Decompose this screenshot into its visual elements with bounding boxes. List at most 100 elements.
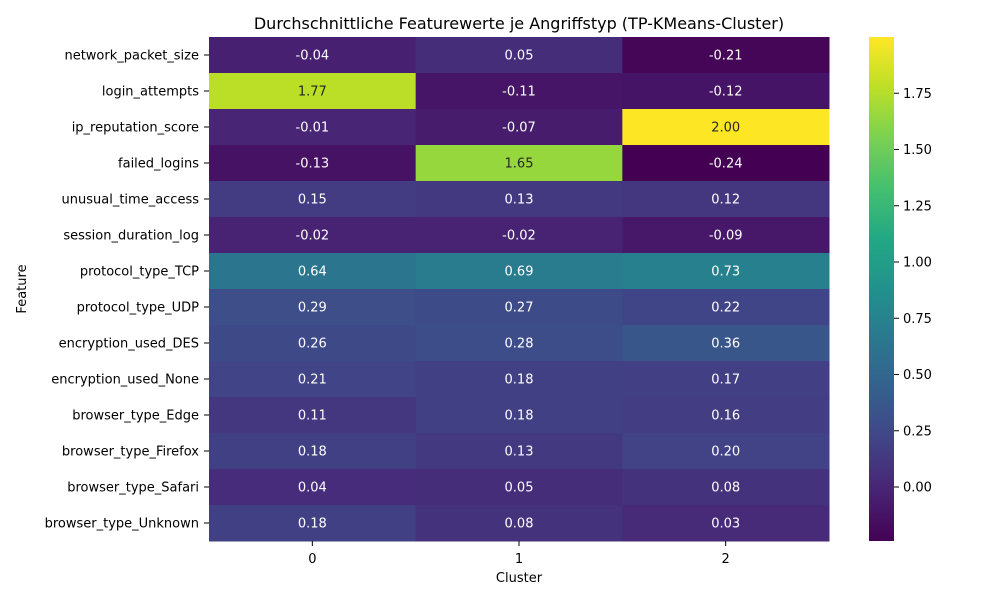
colorbar-tick-label: 0.00 xyxy=(903,481,932,496)
heatmap-cell xyxy=(622,109,830,146)
colorbar-tick-label: 0.50 xyxy=(903,368,932,383)
cell-value-label: 0.04 xyxy=(298,481,327,496)
heatmap-cell xyxy=(415,109,623,146)
cell-value-label: 0.64 xyxy=(298,265,327,280)
y-tick-label: protocol_type_UDP xyxy=(77,301,200,316)
y-tick-label: protocol_type_TCP xyxy=(80,265,199,280)
cell-value-label: 0.05 xyxy=(505,49,534,64)
x-tick-label: 1 xyxy=(515,552,523,567)
heatmap-cell xyxy=(415,469,623,506)
cell-value-label: 0.36 xyxy=(711,337,740,352)
cell-value-label: 0.13 xyxy=(505,193,534,208)
y-axis-label: Feature xyxy=(15,264,30,313)
x-tick-label: 2 xyxy=(722,552,730,567)
y-tick-label: network_packet_size xyxy=(64,49,199,64)
y-tick-label: ip_reputation_score xyxy=(72,121,199,136)
cell-value-label: 0.16 xyxy=(711,409,740,424)
heatmap-cell xyxy=(209,325,417,362)
colorbar-tick-label: 1.00 xyxy=(903,256,932,271)
cell-value-label: 0.69 xyxy=(505,265,534,280)
heatmap-cell xyxy=(622,469,830,506)
heatmap-cell xyxy=(622,145,830,182)
y-tick-label: browser_type_Firefox xyxy=(62,445,199,460)
cell-value-label: 1.77 xyxy=(298,85,327,100)
heatmap-cell xyxy=(209,397,417,434)
heatmap-cell xyxy=(209,37,417,74)
heatmap-cell xyxy=(209,289,417,326)
y-tick-label: session_duration_log xyxy=(63,229,199,244)
y-tick-label: browser_type_Unknown xyxy=(45,517,199,532)
heatmap-cell xyxy=(209,145,417,182)
heatmap-cell xyxy=(622,361,830,398)
cell-value-label: 0.08 xyxy=(711,481,740,496)
cell-value-label: 0.29 xyxy=(298,301,327,316)
cell-value-label: 0.08 xyxy=(505,517,534,532)
heatmap-cell xyxy=(209,109,417,146)
colorbar-tick-label: 0.75 xyxy=(903,312,932,327)
cell-value-label: 0.18 xyxy=(505,373,534,388)
cell-value-label: 0.13 xyxy=(505,445,534,460)
y-tick-label: browser_type_Safari xyxy=(67,481,199,496)
heatmap-cell xyxy=(415,37,623,74)
heatmap-cell xyxy=(415,217,623,254)
heatmap-cell xyxy=(415,181,623,218)
heatmap-cell xyxy=(622,37,830,74)
heatmap-cell xyxy=(209,217,417,254)
heatmap-cell xyxy=(622,181,830,218)
cell-value-label: -0.07 xyxy=(502,121,536,136)
heatmap-cell xyxy=(415,433,623,470)
heatmap-cell xyxy=(415,505,623,542)
y-tick-label: failed_logins xyxy=(118,157,199,172)
heatmap-cell xyxy=(622,397,830,434)
cell-value-label: 0.22 xyxy=(711,301,740,316)
cell-value-label: -0.02 xyxy=(502,229,536,244)
cell-value-label: 2.00 xyxy=(711,121,740,136)
colorbar-tick-label: 1.50 xyxy=(903,143,932,158)
cell-value-label: -0.24 xyxy=(709,157,743,172)
y-tick-label: browser_type_Edge xyxy=(72,409,199,424)
cell-value-label: 0.18 xyxy=(298,445,327,460)
cell-value-label: -0.21 xyxy=(709,49,743,64)
heatmap-cell xyxy=(622,505,830,542)
heatmap-cell xyxy=(209,181,417,218)
heatmap-cells xyxy=(209,37,830,542)
cell-value-label: -0.02 xyxy=(296,229,330,244)
y-axis-ticks: network_packet_size login_attempts ip_repu… xyxy=(45,49,209,532)
heatmap-cell xyxy=(622,253,830,290)
colorbar-ticks: 0.00 0.25 0.50 0.75 1.00 1.25 1.50 1.75 xyxy=(894,87,932,496)
cell-value-label: -0.01 xyxy=(296,121,330,136)
y-tick-label: login_attempts xyxy=(102,85,199,100)
colorbar-tick-label: 1.25 xyxy=(903,199,932,214)
cell-value-label: 0.12 xyxy=(711,193,740,208)
heatmap-cell xyxy=(415,73,623,110)
cell-value-label: 0.05 xyxy=(505,481,534,496)
heatmap-cell xyxy=(209,469,417,506)
cell-value-label: -0.13 xyxy=(296,157,330,172)
cell-value-label: -0.09 xyxy=(709,229,743,244)
heatmap-cell xyxy=(622,433,830,470)
cell-value-label: 1.65 xyxy=(505,157,534,172)
cell-value-label: 0.15 xyxy=(298,193,327,208)
cell-value-label: 0.17 xyxy=(711,373,740,388)
cell-value-label: 0.26 xyxy=(298,337,327,352)
heatmap-cell xyxy=(415,289,623,326)
cell-value-label: 0.20 xyxy=(711,445,740,460)
heatmap-cell xyxy=(415,253,623,290)
heatmap-cell xyxy=(415,145,623,182)
heatmap-cell xyxy=(622,289,830,326)
cell-value-label: 0.27 xyxy=(505,301,534,316)
heatmap-cell xyxy=(622,325,830,362)
cell-value-label: 0.18 xyxy=(298,517,327,532)
heatmap-cell xyxy=(622,217,830,254)
heatmap-cell xyxy=(622,73,830,110)
cell-value-label: -0.12 xyxy=(709,85,743,100)
heatmap-cell-labels: -0.04 0.05 -0.21 1.77 -0.11 -0.12 -0.01 -0.07 2.… xyxy=(296,49,743,532)
cell-value-label: 0.18 xyxy=(505,409,534,424)
chart-title: Durchschnittliche Featurewerte je Angrif… xyxy=(254,14,784,33)
y-tick-label: encryption_used_DES xyxy=(59,337,199,352)
heatmap-cell xyxy=(209,505,417,542)
heatmap-cell xyxy=(209,433,417,470)
cell-value-label: 0.73 xyxy=(711,265,740,280)
cell-value-label: 0.28 xyxy=(505,337,534,352)
